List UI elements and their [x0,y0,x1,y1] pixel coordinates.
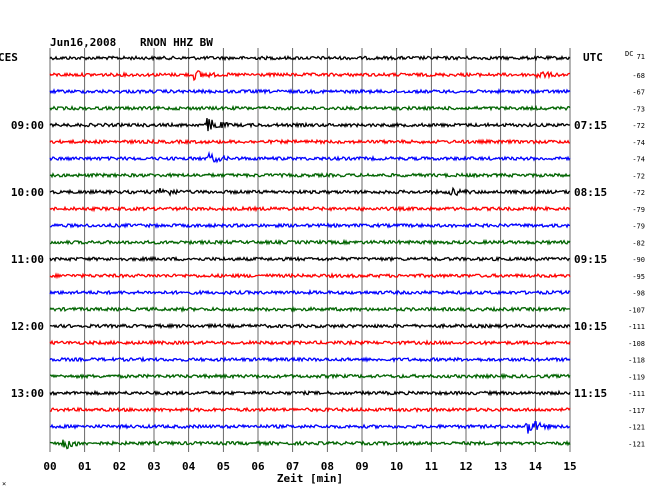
dc-value-label: -90 [632,256,645,264]
corner-mark: × [2,480,6,488]
trace-line [49,70,571,82]
trace-line [49,339,571,347]
x-tick-label: 08 [321,460,334,473]
left-time-label: 09:00 [11,119,44,132]
right-time-label: 08:15 [574,186,607,199]
dc-value-label: -121 [628,424,645,432]
x-tick-label: 05 [217,460,230,473]
dc-header-label: DC [625,50,633,58]
trace-line [49,205,571,213]
trace-line [49,222,571,229]
right-time-labels: 07:15 08:15 09:15 10:15 11:15 [574,119,607,400]
trace-line [49,104,571,112]
right-time-label: 07:15 [574,119,607,132]
trace-line [49,138,571,146]
trace-line [49,186,571,197]
x-tick-label: 01 [78,460,92,473]
dc-value-label: -111 [628,323,645,331]
dc-value-label: -79 [632,223,645,231]
dc-value-label: -107 [628,306,645,314]
trace-line [49,118,571,132]
x-tick-label: 07 [286,460,299,473]
x-tick-labels: 00 01 02 03 04 05 06 07 08 09 10 11 12 13 14 15 [43,460,576,473]
dc-value-label: -121 [628,440,645,448]
trace-group [49,54,571,450]
x-tick-label: 09 [355,460,368,473]
x-axis-title: Zeit [min] [277,472,343,485]
trace-line [49,171,571,179]
dc-value-label: -118 [628,357,645,365]
dc-value-label: -72 [632,172,645,180]
x-tick-label: 10 [390,460,403,473]
trace-line [49,255,571,263]
x-tick-label: 12 [459,460,472,473]
date-label: Jun16,2008 [50,36,116,49]
x-tick-label: 13 [494,460,507,473]
trace-line [49,150,571,164]
x-tick-label: 00 [43,460,56,473]
dc-value-labels: 71 -68 -67 -73 -72 -74 -74 -72 -72 -79 -79 -82 -90 -9… [628,53,645,448]
dc-value-label: -117 [628,407,645,415]
dc-value-label: 71 [637,53,645,61]
left-timezone-label: CES [0,51,18,64]
dc-value-label: -68 [632,72,645,80]
trace-line [49,288,571,296]
x-tick-label: 15 [563,460,576,473]
x-tick-label: 11 [425,460,439,473]
x-tick-label: 06 [251,460,265,473]
left-time-label: 10:00 [11,186,44,199]
left-time-label: 13:00 [11,387,44,400]
trace-line [49,322,571,330]
x-tick-label: 03 [147,460,160,473]
trace-line [49,420,571,434]
right-time-label: 10:15 [574,320,607,333]
left-time-label: 11:00 [11,253,44,266]
x-tick-label: 04 [182,460,196,473]
trace-line [49,406,571,414]
trace-line [49,272,571,280]
dc-value-label: -73 [632,105,645,113]
right-timezone-label: UTC [583,51,603,64]
dc-value-label: -72 [632,189,645,197]
minute-gridlines [49,48,571,452]
trace-line [49,54,571,62]
dc-value-label: -98 [632,290,645,298]
x-tick-label: 02 [113,460,126,473]
dc-value-label: -74 [632,156,645,164]
left-time-label: 12:00 [11,320,44,333]
trace-line [49,355,571,364]
dc-value-label: -82 [632,239,645,247]
right-time-label: 09:15 [574,253,607,266]
dc-value-label: -119 [628,373,645,381]
right-time-label: 11:15 [574,387,607,400]
trace-line [49,439,571,450]
station-label: RNON HHZ BW [140,36,213,49]
dc-value-label: -111 [628,390,645,398]
trace-line [49,88,571,95]
dc-value-label: -72 [632,122,645,130]
dc-value-label: -79 [632,206,645,214]
left-time-labels: 09:00 10:00 11:00 12:00 13:00 [11,119,44,400]
x-tick-label: 14 [529,460,543,473]
dc-value-label: -95 [632,273,645,281]
trace-line [49,238,571,246]
trace-line [49,372,571,380]
dc-value-label: -67 [632,89,645,97]
trace-line [49,305,571,313]
dc-value-label: -74 [632,139,645,147]
trace-line [49,389,571,397]
dc-value-label: -108 [628,340,645,348]
